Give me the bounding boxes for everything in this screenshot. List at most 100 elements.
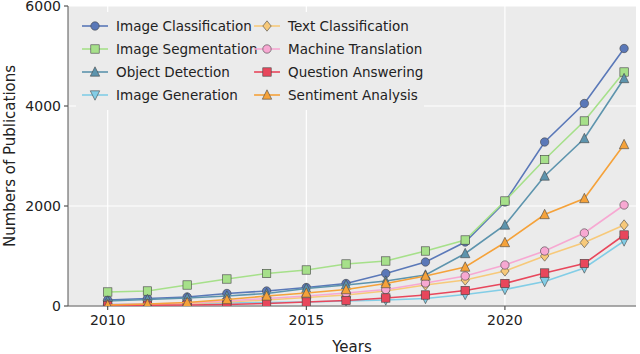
data-point: [223, 275, 231, 283]
data-point: [620, 220, 628, 230]
data-point: [500, 237, 509, 246]
data-point: [382, 294, 390, 302]
legend-marker: [91, 45, 99, 53]
legend: Image Classification Image Segmentation Ob…: [76, 12, 424, 110]
tick-mark: [504, 306, 505, 310]
data-point: [501, 197, 509, 205]
legend-marker: [263, 45, 271, 53]
tick-label: 6000: [25, 0, 61, 14]
data-point: [540, 269, 548, 277]
data-point: [501, 261, 509, 269]
data-point: [143, 299, 152, 306]
legend-label: Machine Translation: [288, 41, 422, 57]
legend-marker: [90, 91, 99, 100]
axis-label: Numbers of Publications: [1, 65, 19, 247]
tick-mark: [64, 6, 68, 7]
legend-label: Question Answering: [288, 64, 423, 80]
data-point: [104, 300, 112, 306]
data-point: [421, 280, 429, 290]
grid-line: [68, 5, 636, 6]
data-point: [342, 296, 350, 304]
data-point: [104, 300, 112, 306]
data-point: [540, 209, 549, 218]
data-point: [421, 258, 429, 266]
series-line: [108, 49, 624, 301]
legend-marker: [262, 90, 271, 99]
tick-mark: [64, 206, 68, 207]
data-point: [540, 247, 548, 255]
data-point: [580, 99, 588, 107]
data-point: [620, 201, 628, 209]
series-line: [108, 225, 624, 305]
data-point: [302, 266, 310, 274]
data-point: [619, 73, 628, 82]
data-point: [580, 229, 588, 237]
data-point: [580, 117, 588, 125]
legend-label: Object Detection: [116, 64, 230, 80]
legend-label: Image Generation: [116, 87, 238, 103]
data-point: [262, 291, 271, 300]
data-point: [342, 260, 350, 268]
tick-mark: [107, 306, 108, 310]
axis-line: [68, 6, 69, 306]
tick-label: 2015: [289, 312, 325, 328]
legend-label: Image Segmentation: [116, 41, 257, 57]
data-point: [222, 294, 231, 303]
axis-label: Years: [331, 338, 372, 354]
plot-background: [68, 6, 636, 306]
legend-marker: [91, 22, 99, 30]
data-point: [103, 300, 112, 306]
series-line: [108, 145, 624, 306]
data-point: [104, 288, 112, 296]
grid-line: [68, 205, 636, 206]
data-point: [580, 259, 588, 267]
data-point: [143, 300, 152, 306]
data-point: [461, 272, 469, 280]
data-point: [620, 44, 628, 52]
data-point: [183, 281, 191, 289]
data-point: [501, 198, 509, 206]
data-point: [461, 236, 469, 244]
tick-label: 2010: [90, 312, 126, 328]
tick-mark: [64, 306, 68, 307]
legend-marker: [263, 21, 271, 31]
chart: 0 2000 4000 6000 2010 2015 2020 Years Numbers of…: [0, 0, 640, 354]
data-point: [341, 297, 350, 306]
data-point: [302, 298, 310, 306]
tick-label: 2000: [25, 198, 61, 214]
data-point: [501, 279, 509, 287]
data-point: [302, 288, 311, 297]
data-point: [580, 133, 589, 142]
data-point: [540, 138, 548, 146]
data-point: [619, 139, 628, 148]
data-point: [540, 277, 549, 286]
data-point: [143, 299, 151, 306]
series-line: [108, 241, 624, 305]
tick-mark: [306, 306, 307, 310]
data-point: [540, 155, 548, 163]
data-point: [421, 271, 430, 280]
data-point: [262, 269, 270, 277]
data-point: [382, 257, 390, 265]
data-point: [421, 247, 429, 255]
data-point: [182, 297, 191, 306]
tick-label: 4000: [25, 98, 61, 114]
data-point: [421, 291, 429, 299]
legend-label: Text Classification: [287, 18, 409, 34]
legend-label: Sentiment Analysis: [288, 87, 418, 103]
series-line: [108, 235, 624, 306]
legend-marker: [90, 67, 99, 76]
data-point: [500, 220, 509, 229]
data-point: [580, 237, 588, 247]
tick-mark: [64, 106, 68, 107]
series-line: [108, 79, 624, 302]
data-point: [302, 298, 311, 306]
tick-label: 2020: [487, 312, 523, 328]
data-point: [381, 278, 390, 287]
series-line: [108, 205, 624, 305]
tick-label: 0: [52, 298, 61, 314]
data-point: [461, 286, 469, 294]
data-point: [620, 231, 628, 239]
data-point: [540, 171, 549, 180]
legend-label: Image Classification: [116, 18, 252, 34]
